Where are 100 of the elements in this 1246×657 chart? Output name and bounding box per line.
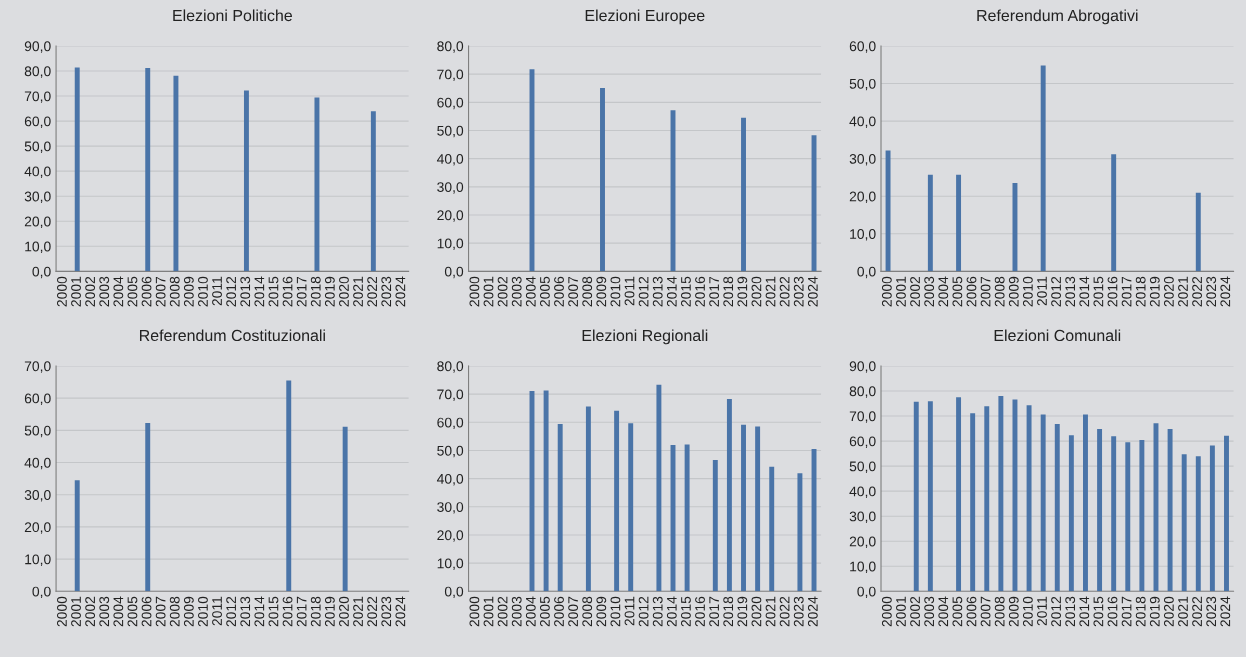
bar [1139, 440, 1145, 592]
x-tick-label: 2017 [1121, 276, 1132, 307]
x-tick-label: 2001 [483, 276, 494, 307]
y-tick-label: 40,0 [24, 457, 51, 470]
bar [769, 466, 775, 592]
bar [145, 422, 151, 592]
bar [726, 398, 732, 592]
x-tick-label: 2001 [483, 596, 494, 627]
x-tick-label: 2012 [1051, 276, 1061, 307]
bar [600, 87, 605, 272]
x-tick-label: 2011 [1037, 596, 1047, 626]
x-tick-label: 2008 [582, 276, 593, 307]
bar [1040, 414, 1046, 592]
x-tick-label: 2016 [1107, 276, 1118, 307]
x-tick-label: 2020 [339, 276, 349, 307]
x-tick-label: 2005 [539, 596, 550, 627]
x-tick-label: 2024 [1220, 596, 1231, 627]
x-tick-label: 2001 [71, 596, 81, 627]
x-tick-label: 2010 [610, 276, 621, 307]
x-tick-label: 2015 [681, 596, 691, 627]
bar [243, 90, 249, 272]
x-tick-label: 2021 [1178, 276, 1188, 307]
y-tick-label: 30,0 [437, 502, 464, 514]
x-tick-label: 2019 [737, 596, 748, 627]
y-tick-label: 10,0 [437, 238, 464, 250]
bar [1167, 429, 1173, 592]
x-tick-label: 2024 [395, 596, 406, 627]
y-tick-label: 30,0 [24, 191, 51, 204]
x-tick-label: 2006 [141, 596, 152, 627]
bar [741, 117, 746, 272]
x-tick-label: 2000 [881, 596, 892, 627]
bar [927, 174, 933, 272]
y-tick-label: 70,0 [24, 91, 51, 103]
x-tick-label: 2013 [652, 596, 663, 627]
x-tick-label: 2009 [183, 276, 194, 307]
x-tick-label: 2018 [723, 596, 734, 627]
bar [543, 390, 549, 592]
y-tick-label: 0,0 [857, 586, 876, 599]
chart-title: Elezioni Comunali [994, 329, 1121, 342]
y-tick-label: 50,0 [849, 461, 876, 473]
x-tick-label: 2008 [994, 596, 1005, 627]
x-tick-label: 2000 [881, 276, 892, 307]
bar [656, 384, 662, 592]
x-tick-label: 2023 [381, 276, 392, 307]
x-tick-label: 2006 [141, 276, 152, 307]
x-tick-label: 2020 [751, 276, 762, 307]
bar [74, 480, 80, 592]
x-tick-label: 2012 [226, 276, 237, 307]
x-tick-label: 2005 [952, 276, 963, 307]
x-tick-label: 2014 [666, 276, 677, 307]
x-tick-label: 2011 [212, 276, 222, 306]
x-tick-label: 2006 [966, 596, 977, 627]
x-tick-label: 2022 [1192, 276, 1203, 307]
x-tick-label: 2019 [1149, 596, 1160, 627]
bar [927, 401, 933, 592]
y-tick-label: 10,0 [850, 229, 876, 241]
x-tick-label: 2018 [1135, 276, 1146, 307]
y-tick-label: 50,0 [437, 445, 464, 458]
y-tick-label: 0,0 [444, 266, 464, 279]
y-tick-label: 40,0 [24, 166, 51, 178]
x-tick-label: 2021 [353, 276, 363, 307]
y-tick-label: 60,0 [849, 41, 876, 53]
bar [342, 426, 348, 592]
x-tick-label: 2002 [497, 276, 508, 307]
y-tick-label: 60,0 [437, 97, 464, 110]
chart-title: Referendum Abrogativi [977, 9, 1138, 25]
bar [585, 406, 591, 592]
y-tick-label: 60,0 [437, 417, 464, 430]
x-tick-label: 2018 [310, 276, 321, 307]
x-tick-label: 2003 [924, 276, 935, 307]
x-tick-label: 2009 [183, 596, 194, 627]
x-tick-label: 2021 [765, 596, 776, 627]
y-tick-label: 0,0 [32, 266, 51, 279]
x-tick-label: 2013 [1065, 596, 1076, 627]
x-tick-label: 2010 [1022, 596, 1033, 627]
bar [370, 111, 376, 272]
y-tick-label: 20,0 [437, 530, 464, 542]
y-tick-label: 0,0 [444, 586, 464, 599]
x-tick-label: 2004 [113, 596, 124, 627]
bar [74, 67, 80, 272]
y-tick-label: 70,0 [849, 411, 876, 423]
x-tick-label: 2002 [497, 596, 508, 627]
x-tick-label: 2007 [155, 596, 166, 627]
x-tick-label: 2003 [99, 276, 110, 307]
bar [755, 426, 761, 592]
y-tick-label: 30,0 [437, 182, 464, 194]
bar [1083, 414, 1088, 592]
x-tick-label: 2012 [638, 276, 649, 307]
chart-title: Elezioni Politiche [173, 9, 292, 22]
x-tick-label: 2017 [1121, 596, 1132, 627]
x-tick-label: 2005 [952, 596, 963, 627]
x-tick-label: 2007 [568, 596, 579, 627]
bar [614, 410, 620, 592]
x-tick-label: 2024 [1220, 276, 1231, 307]
bar [1097, 429, 1103, 592]
x-tick-label: 2003 [99, 596, 110, 627]
x-tick-label: 2002 [85, 276, 96, 307]
chart-title: Elezioni Europee [585, 9, 705, 25]
x-tick-label: 2003 [511, 276, 522, 307]
x-tick-label: 2000 [469, 276, 480, 307]
